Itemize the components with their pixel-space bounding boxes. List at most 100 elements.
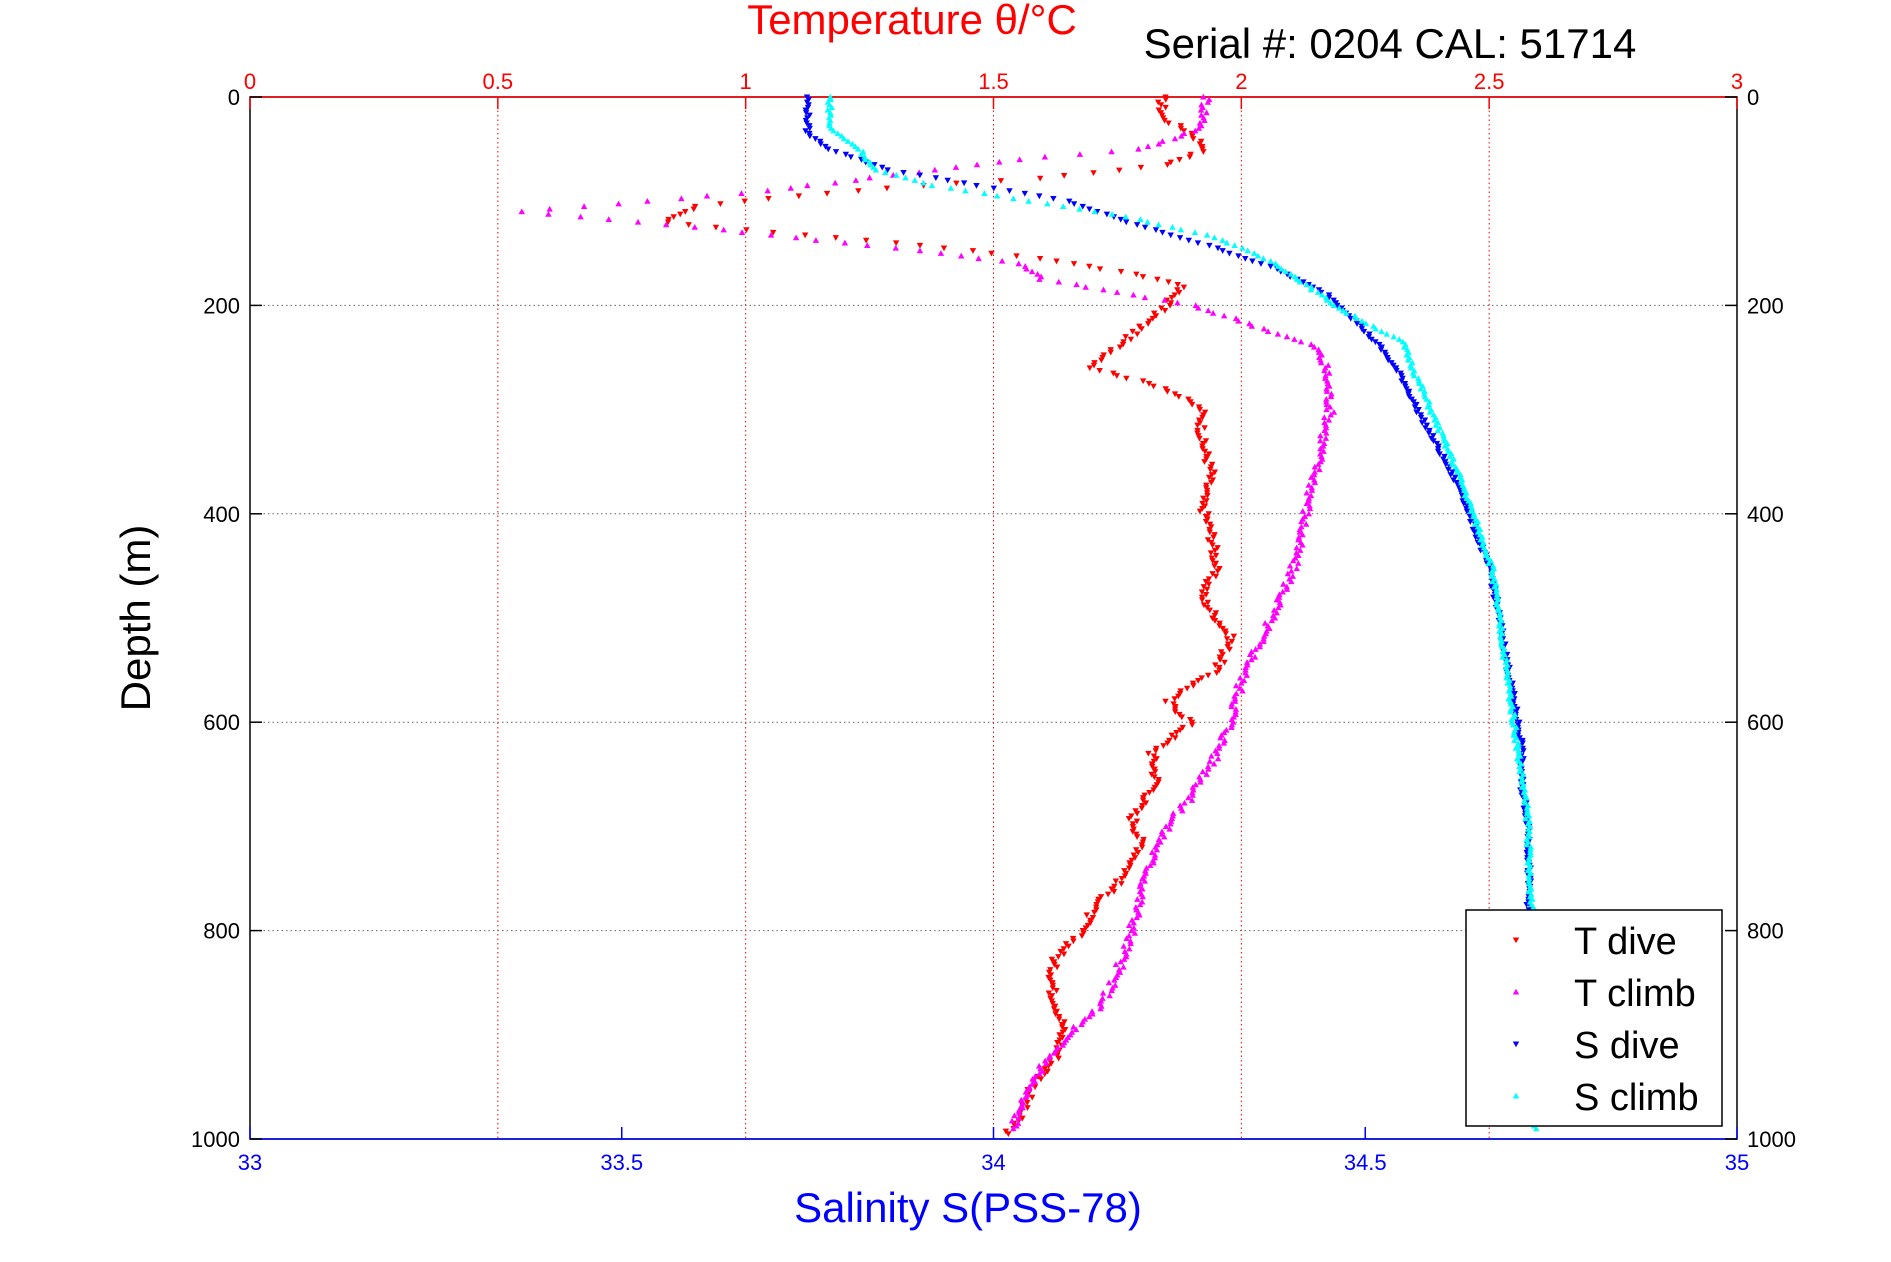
data-point	[1526, 862, 1534, 869]
data-point	[1208, 752, 1215, 759]
data-point	[1197, 106, 1205, 113]
data-point	[1049, 985, 1056, 992]
data-point	[1131, 930, 1139, 936]
data-point	[1243, 672, 1250, 678]
data-point	[1474, 518, 1482, 525]
data-point	[1228, 703, 1235, 710]
data-point	[1423, 395, 1430, 402]
data-point	[1214, 750, 1221, 757]
data-point	[1524, 859, 1531, 866]
data-point	[1185, 794, 1192, 801]
data-point	[1039, 1068, 1046, 1074]
data-point	[1303, 489, 1310, 496]
data-point	[1113, 289, 1121, 295]
data-point	[830, 127, 837, 134]
data-point	[1217, 734, 1224, 741]
data-point	[1174, 299, 1181, 306]
data-point	[1447, 472, 1454, 478]
data-point	[1295, 560, 1302, 566]
data-point	[1305, 510, 1313, 517]
data-point	[1308, 283, 1315, 290]
legend-marker	[1512, 937, 1520, 944]
data-point	[1271, 614, 1279, 621]
data-point	[1127, 336, 1135, 343]
data-point	[1172, 735, 1179, 742]
data-point	[1137, 164, 1145, 171]
data-point	[1116, 344, 1124, 351]
data-point	[1055, 1016, 1063, 1023]
legend-label: T dive	[1574, 921, 1677, 963]
data-point	[1507, 690, 1514, 697]
data-point	[1410, 372, 1418, 379]
data-point	[1498, 638, 1505, 645]
legend: T dive T climb S dive S climb	[1465, 909, 1723, 1127]
data-point	[1185, 237, 1192, 244]
data-point	[1168, 295, 1176, 301]
data-point	[1086, 1013, 1093, 1020]
data-point	[1216, 657, 1224, 663]
data-point	[1011, 1112, 1018, 1119]
data-point	[962, 187, 969, 194]
data-point	[1178, 714, 1186, 721]
data-point	[1180, 130, 1188, 137]
data-point	[1116, 969, 1124, 975]
data-point	[1393, 367, 1400, 374]
data-point	[1134, 896, 1141, 902]
data-point	[1289, 573, 1297, 579]
data-point	[1460, 500, 1467, 507]
data-point	[545, 211, 552, 217]
chart-title: Temperature θ/°C	[747, 0, 1077, 43]
data-point	[1238, 679, 1245, 686]
data-point	[1152, 748, 1159, 755]
data-point	[1303, 500, 1310, 506]
data-point	[1203, 231, 1211, 238]
data-point	[1325, 295, 1333, 301]
data-point	[1189, 791, 1196, 798]
data-point	[1296, 278, 1304, 285]
data-point	[1235, 317, 1242, 324]
data-point	[952, 164, 960, 170]
data-point	[1213, 670, 1220, 676]
legend-label: S climb	[1574, 1077, 1699, 1119]
data-point	[1133, 810, 1141, 817]
data-point	[1288, 578, 1295, 585]
data-point	[1195, 304, 1202, 311]
data-point	[1306, 505, 1314, 512]
data-point	[1303, 281, 1310, 288]
data-point	[767, 231, 775, 238]
data-point	[1054, 1040, 1061, 1046]
data-point	[1082, 283, 1089, 290]
data-point	[1293, 544, 1300, 551]
data-point	[1196, 407, 1203, 413]
data-point	[1516, 768, 1523, 775]
data-point	[1306, 502, 1313, 509]
data-point	[1445, 466, 1452, 473]
data-point	[1485, 560, 1492, 566]
data-point	[1123, 375, 1130, 382]
data-point	[1495, 604, 1502, 611]
data-point	[1317, 432, 1324, 439]
data-point	[1079, 203, 1086, 210]
data-point	[1274, 330, 1282, 337]
data-point	[1036, 175, 1044, 182]
data-point	[1116, 167, 1123, 174]
data-point	[827, 93, 834, 100]
data-point	[1142, 867, 1149, 874]
data-point	[1113, 373, 1121, 379]
data-point	[1228, 638, 1236, 645]
data-point	[1145, 750, 1152, 757]
data-point	[1201, 117, 1208, 124]
data-point	[1311, 479, 1319, 486]
data-point	[893, 171, 900, 178]
data-point	[1204, 672, 1212, 679]
data-point	[975, 255, 982, 262]
data-point	[1448, 461, 1456, 467]
data-point	[1288, 567, 1295, 574]
data-point	[1065, 943, 1072, 950]
data-point	[1057, 948, 1064, 955]
data-point	[1133, 834, 1141, 841]
data-point	[1194, 677, 1202, 684]
data-point	[1136, 883, 1143, 889]
data-point	[1026, 1083, 1033, 1090]
data-point	[1024, 1105, 1031, 1111]
